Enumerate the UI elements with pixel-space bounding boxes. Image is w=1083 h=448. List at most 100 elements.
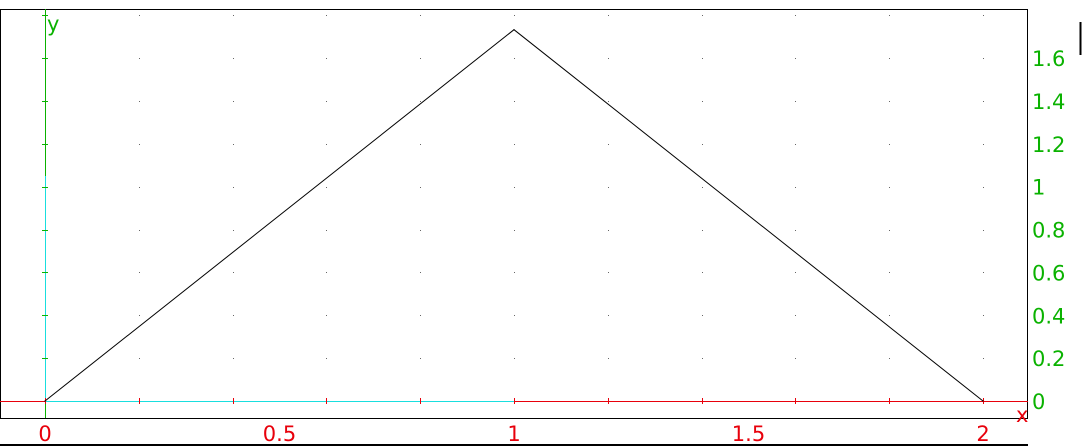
grid-dot — [889, 101, 890, 102]
x-tick-label: 0 — [38, 422, 51, 446]
grid-dot — [233, 187, 234, 188]
grid-dot — [514, 315, 515, 316]
tick-labels: 0 0.5 1 1.5 2 0 0.2 0.4 0.6 0.8 1 1.2 1.4 1.6 — [38, 47, 1065, 446]
grid-dot — [702, 187, 703, 188]
grid-dot — [983, 187, 984, 188]
grid-dot — [326, 187, 327, 188]
grid-dot — [889, 15, 890, 16]
grid-dot — [139, 315, 140, 316]
grid-dot — [795, 58, 796, 59]
grid-dot — [139, 230, 140, 231]
grid-dot — [889, 315, 890, 316]
x-tick-label: 1.5 — [732, 422, 765, 446]
grid-dot — [702, 230, 703, 231]
grid-dot — [889, 187, 890, 188]
grid-dot — [139, 358, 140, 359]
grid-dot — [795, 15, 796, 16]
grid-dot — [608, 358, 609, 359]
grid-dot — [795, 230, 796, 231]
grid-dot — [233, 15, 234, 16]
series-point — [513, 29, 515, 31]
grid-dot — [983, 230, 984, 231]
grid-dot — [795, 187, 796, 188]
y-axis-label: y — [47, 12, 59, 36]
grid-dot — [608, 15, 609, 16]
grid-dot — [889, 58, 890, 59]
grid-dot — [608, 315, 609, 316]
x-tick-label: 2 — [976, 422, 989, 446]
grid-dot — [139, 187, 140, 188]
grid-dot — [514, 358, 515, 359]
grid-dot — [702, 144, 703, 145]
grid-dot — [889, 358, 890, 359]
grid-dot — [233, 230, 234, 231]
grid-dot — [795, 144, 796, 145]
grid-dot — [608, 101, 609, 102]
series-point — [982, 400, 984, 402]
grid-dot — [420, 15, 421, 16]
grid-dot — [514, 230, 515, 231]
grid-dot — [514, 187, 515, 188]
grid-dot — [233, 101, 234, 102]
grid-dot — [420, 187, 421, 188]
grid-dot — [139, 15, 140, 16]
grid-dot — [702, 272, 703, 273]
grid-dot — [139, 58, 140, 59]
grid-dot — [326, 230, 327, 231]
grid-dot — [608, 187, 609, 188]
axes — [0, 9, 1028, 418]
grid-dot — [889, 144, 890, 145]
grid-dot — [420, 58, 421, 59]
grid-dot — [702, 15, 703, 16]
grid-dot — [233, 358, 234, 359]
grid-dot — [233, 272, 234, 273]
y-tick-label: 0.2 — [1032, 347, 1065, 371]
grid-dot — [514, 272, 515, 273]
grid-dot — [702, 358, 703, 359]
grid-dot — [608, 230, 609, 231]
series-point — [44, 400, 46, 402]
grid-dot — [983, 315, 984, 316]
grid-dot — [326, 144, 327, 145]
grid-dot — [514, 15, 515, 16]
series-line — [44, 29, 984, 402]
y-tick-label: 0.8 — [1032, 219, 1065, 243]
y-tick-label: 0.4 — [1032, 304, 1065, 328]
grid-dot — [420, 230, 421, 231]
grid-dot — [795, 358, 796, 359]
y-tick-label: 1.2 — [1032, 133, 1065, 157]
grid-dot — [795, 101, 796, 102]
grid-dot — [420, 272, 421, 273]
x-tick-label: 1 — [507, 422, 520, 446]
grid-dot — [702, 101, 703, 102]
grid-dot — [139, 144, 140, 145]
plot-frame — [0, 9, 1082, 446]
grid-dot — [983, 272, 984, 273]
grid-dot — [326, 358, 327, 359]
grid-dot — [420, 358, 421, 359]
grid-dot — [608, 144, 609, 145]
grid-dot — [889, 272, 890, 273]
grid-dot — [420, 315, 421, 316]
grid-dot — [514, 144, 515, 145]
y-tick-label: 1.4 — [1032, 90, 1065, 114]
grid-dot — [983, 101, 984, 102]
grid-dot — [420, 144, 421, 145]
y-tick-label: 1 — [1032, 176, 1045, 200]
y-tick-label: 0 — [1032, 390, 1045, 414]
grid-dot — [702, 58, 703, 59]
grid-dot — [233, 58, 234, 59]
grid-dot — [326, 15, 327, 16]
grid-dot — [326, 101, 327, 102]
grid-dot — [420, 101, 421, 102]
grid-dot — [233, 315, 234, 316]
plot-border — [0, 9, 1028, 419]
grid-dot — [326, 315, 327, 316]
grid-dot — [795, 272, 796, 273]
grid-dot — [139, 101, 140, 102]
grid-dot — [889, 230, 890, 231]
grid-dot — [608, 58, 609, 59]
grid-dot — [983, 144, 984, 145]
grid-dot — [983, 358, 984, 359]
grid-dot — [608, 272, 609, 273]
